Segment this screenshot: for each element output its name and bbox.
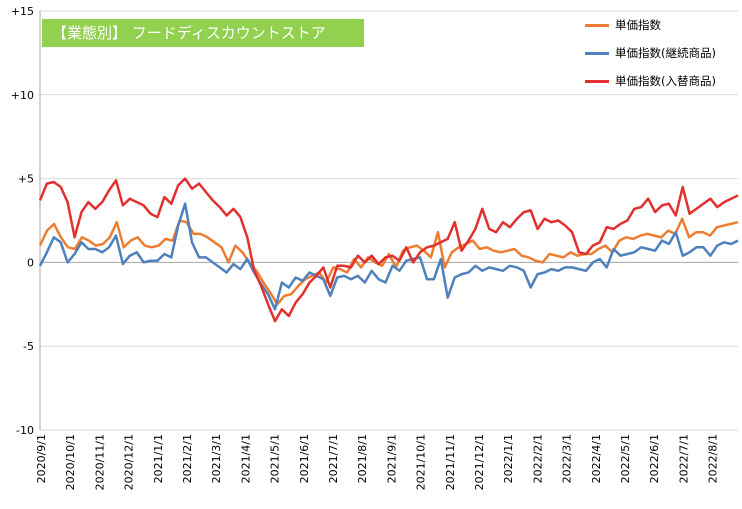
x-tick-label: 2022/3/1 bbox=[561, 434, 574, 483]
series-line-replaced-items bbox=[38, 177, 739, 323]
x-tick-label: 2021/9/1 bbox=[385, 434, 398, 483]
legend-label-replaced-items: 単価指数(入替商品) bbox=[615, 74, 716, 88]
y-tick-label: 0 bbox=[27, 256, 34, 269]
gridlines bbox=[39, 10, 738, 431]
y-axis-tick-labels: +15 +10 +5 0 -5 -10 bbox=[11, 5, 34, 437]
chart-title: 【業態別】 フードディスカウントストア bbox=[42, 19, 364, 47]
x-tick-label: 2022/7/1 bbox=[677, 434, 690, 483]
y-tick-label: +10 bbox=[11, 89, 34, 102]
x-tick-label: 2020/12/1 bbox=[123, 434, 136, 490]
x-tick-label: 2021/2/1 bbox=[181, 434, 194, 483]
x-tick-label: 2020/9/1 bbox=[35, 434, 48, 483]
legend-swatch-replaced-items bbox=[585, 80, 609, 83]
legend-swatch-unit-price-index bbox=[585, 24, 609, 27]
y-tick-label: -5 bbox=[23, 340, 34, 353]
x-tick-label: 2021/1/1 bbox=[152, 434, 165, 483]
x-tick-label: 2021/8/1 bbox=[356, 434, 369, 483]
x-tick-label: 2022/4/1 bbox=[590, 434, 603, 483]
x-tick-label: 2021/5/1 bbox=[269, 434, 282, 483]
x-tick-label: 2022/2/1 bbox=[531, 434, 544, 483]
x-tick-label: 2021/7/1 bbox=[327, 434, 340, 483]
x-tick-label: 2022/1/1 bbox=[502, 434, 515, 483]
legend-swatch-continuing-items bbox=[585, 52, 609, 55]
x-tick-label: 2021/11/1 bbox=[444, 434, 457, 490]
x-tick-label: 2020/11/1 bbox=[93, 434, 106, 490]
x-tick-label: 2021/3/1 bbox=[210, 434, 223, 483]
y-tick-label: +15 bbox=[11, 5, 34, 18]
legend: 単価指数 単価指数(継続商品) 単価指数(入替商品) bbox=[585, 18, 716, 102]
x-tick-label: 2021/4/1 bbox=[239, 434, 252, 483]
legend-item-replaced-items: 単価指数(入替商品) bbox=[585, 74, 716, 102]
y-tick-label: -10 bbox=[16, 424, 34, 437]
legend-label-continuing-items: 単価指数(継続商品) bbox=[615, 46, 716, 60]
x-tick-label: 2022/6/1 bbox=[648, 434, 661, 483]
series-line-unit-price-index bbox=[38, 217, 739, 306]
x-tick-label: 2021/6/1 bbox=[298, 434, 311, 483]
legend-item-unit-price-index: 単価指数 bbox=[585, 18, 716, 46]
legend-label-unit-price-index: 単価指数 bbox=[615, 18, 661, 32]
x-axis-tick-labels: 2020/9/1 2020/10/1 2020/11/1 2020/12/1 2021/… bbox=[35, 434, 720, 490]
x-tick-label: 2021/10/1 bbox=[415, 434, 428, 490]
series-line-continuing-items bbox=[38, 202, 739, 311]
x-tick-label: 2021/12/1 bbox=[473, 434, 486, 490]
y-tick-label: +5 bbox=[18, 173, 34, 186]
legend-item-continuing-items: 単価指数(継続商品) bbox=[585, 46, 716, 74]
x-tick-label: 2022/8/1 bbox=[707, 434, 720, 483]
x-tick-label: 2022/5/1 bbox=[619, 434, 632, 483]
x-tick-label: 2020/10/1 bbox=[64, 434, 77, 490]
series-lines bbox=[38, 177, 739, 323]
